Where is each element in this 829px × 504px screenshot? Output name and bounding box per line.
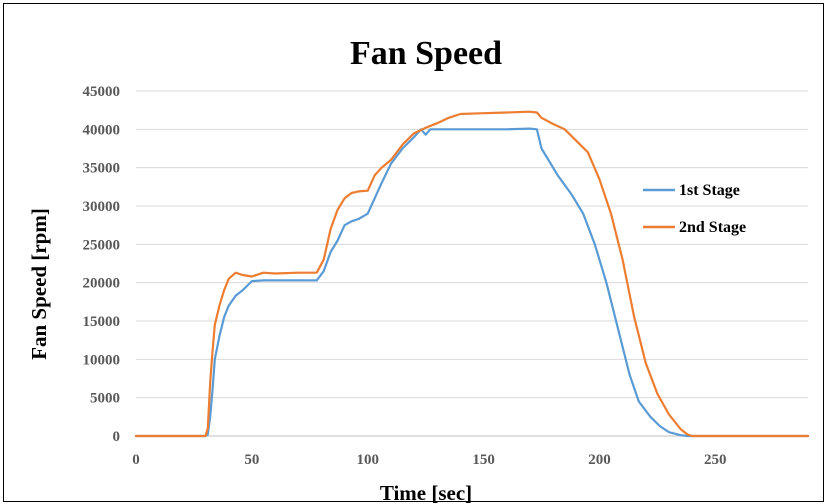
legend: 1st Stage 2nd Stage: [643, 182, 746, 236]
y-tick-label: 20000: [83, 276, 121, 292]
series-line-1: [134, 127, 810, 438]
x-tick-label: 250: [704, 452, 727, 468]
x-tick-label: 150: [472, 452, 495, 468]
x-tick-label: 50: [244, 452, 259, 468]
x-tick-label: 100: [356, 452, 379, 468]
y-tick-label: 5000: [90, 391, 120, 407]
x-tick-label: 200: [588, 452, 611, 468]
y-tick-label: 25000: [83, 237, 121, 253]
y-tick-label: 15000: [83, 314, 121, 330]
gridlines: [136, 90, 808, 437]
x-axis-ticks: 0 50 100 150 200 250: [132, 452, 726, 468]
y-tick-label: 45000: [83, 84, 121, 100]
legend-label: 2nd Stage: [679, 219, 746, 236]
series-line-2: [134, 110, 810, 438]
x-axis-label: Time [sec]: [380, 481, 472, 504]
x-tick-label: 0: [132, 452, 140, 468]
y-tick-label: 30000: [83, 199, 121, 215]
y-axis-label: Fan Speed [rpm]: [27, 208, 51, 360]
y-axis-ticks: 0 5000 10000 15000 20000 25000 30000 35000 40000…: [83, 84, 121, 445]
y-tick-label: 40000: [83, 122, 121, 138]
y-tick-label: 35000: [83, 161, 121, 177]
chart-frame: [3, 3, 824, 502]
chart-title: Fan Speed: [350, 35, 502, 72]
legend-label: 1st Stage: [679, 182, 740, 199]
y-tick-label: 0: [113, 429, 121, 445]
y-tick-label: 10000: [83, 352, 121, 368]
series-lines: [134, 110, 810, 438]
